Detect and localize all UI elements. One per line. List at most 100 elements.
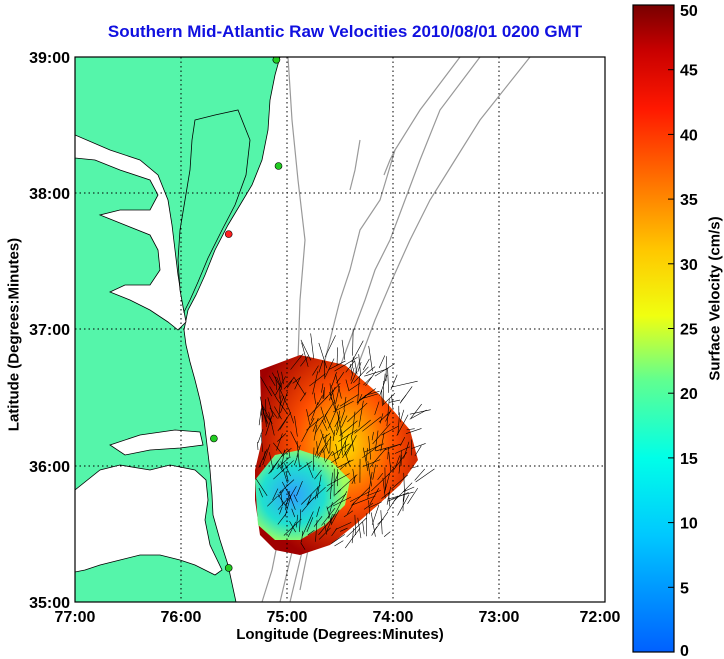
velocity-vector [316, 506, 320, 517]
velocity-vector [366, 513, 368, 537]
velocity-vector [415, 468, 435, 483]
velocity-vector [350, 371, 357, 385]
velocity-vector [387, 491, 414, 500]
radar-station-marker [210, 434, 218, 443]
velocity-vector [329, 391, 337, 413]
velocity-vector [372, 423, 391, 445]
velocity-vector [388, 492, 391, 507]
velocity-vector [296, 440, 300, 468]
velocity-vector [323, 387, 325, 399]
velocity-vector [284, 463, 291, 477]
colorbar-label: Surface Velocity (cm/s) [706, 216, 724, 381]
velocity-vector [371, 504, 380, 526]
velocity-vector [393, 482, 413, 502]
velocity-vector [268, 375, 276, 386]
velocity-vector [396, 414, 409, 436]
velocity-vector [369, 488, 380, 505]
velocity-vector [352, 411, 356, 436]
radar-station-marker [272, 57, 281, 64]
velocity-vector [365, 371, 377, 386]
velocity-vector [293, 376, 306, 396]
velocity-vector [292, 377, 301, 384]
velocity-vector [395, 455, 400, 467]
velocity-vector [279, 418, 288, 430]
velocity-vector [346, 517, 367, 538]
y-tick-label: 38:00 [29, 186, 70, 203]
velocity-vector [392, 451, 408, 472]
velocity-vector [362, 447, 369, 472]
colorbar-tick-label: 30 [680, 257, 698, 274]
y-tick-label: 36:00 [29, 459, 70, 476]
velocity-vector [269, 452, 274, 471]
y-tick-label: 35:00 [29, 595, 70, 612]
velocity-vector [300, 339, 312, 361]
velocity-vector [296, 481, 303, 496]
velocity-vector [352, 468, 356, 484]
velocity-vector [277, 513, 287, 525]
y-tick-label: 39:00 [29, 50, 70, 67]
velocity-vector [280, 447, 292, 458]
velocity-vector [343, 510, 354, 518]
velocity-vector [324, 358, 335, 378]
velocity-vector [387, 447, 389, 460]
velocity-vector [314, 486, 319, 500]
velocity-vector [288, 409, 294, 424]
velocity-vector [275, 397, 289, 415]
velocity-vector [382, 477, 386, 499]
velocity-vector [335, 522, 352, 530]
velocity-vector [257, 429, 264, 443]
stations [210, 57, 283, 572]
velocity-vector [290, 353, 304, 370]
velocity-vector [344, 441, 347, 451]
velocity-vector [279, 506, 283, 515]
x-tick-labels: 77:00 76:00 75:00 74:00 73:00 72:00 [55, 609, 621, 626]
velocity-vector [357, 393, 363, 405]
velocity-vector [306, 409, 311, 425]
velocity-vector [322, 443, 329, 453]
velocity-vector [261, 403, 272, 423]
velocity-vector [357, 517, 362, 539]
velocity-vector [406, 428, 415, 431]
x-tick-label: 75:00 [267, 609, 308, 626]
velocity-vector [301, 484, 321, 505]
velocity-vector [344, 450, 350, 466]
velocity-vector [388, 452, 392, 473]
x-tick-label: 73:00 [479, 609, 520, 626]
velocity-vector [280, 391, 288, 414]
velocity-vector [312, 371, 319, 395]
velocity-vector [363, 502, 374, 510]
velocity-vector [354, 419, 371, 434]
map-title: Southern Mid-Atlantic Raw Velocities 201… [107, 22, 583, 41]
colorbar-tick-label: 20 [680, 386, 698, 403]
velocity-vector [262, 444, 271, 466]
velocity-vector [273, 460, 294, 480]
colorbar-tick-label: 40 [680, 127, 698, 144]
velocity-vector [362, 358, 370, 371]
velocity-vector [277, 463, 284, 472]
velocity-vector [334, 489, 342, 496]
velocity-vector [255, 478, 268, 497]
velocity-vector [390, 380, 418, 388]
velocity-vector [358, 354, 361, 376]
velocity-vector [347, 402, 368, 423]
velocity-vector [391, 474, 409, 490]
x-tick-label: 76:00 [161, 609, 202, 626]
velocity-vector [366, 490, 381, 497]
velocity-vector [326, 493, 347, 510]
velocity-vector [403, 472, 405, 491]
velocity-vector [383, 531, 391, 537]
velocity-vector [314, 469, 322, 480]
velocity-vector [374, 401, 380, 415]
velocity-vector [369, 501, 382, 508]
velocity-vector [291, 508, 296, 518]
velocity-vector [316, 441, 319, 455]
velocity-vector [361, 393, 379, 399]
velocity-vector [335, 444, 339, 456]
velocity-vector [411, 443, 426, 449]
velocity-vector [409, 409, 431, 415]
colorbar-tick-label: 5 [680, 580, 689, 597]
velocity-vector [378, 355, 386, 369]
velocity-vector [387, 495, 398, 512]
velocity-vector [313, 424, 318, 441]
velocity-vector [351, 356, 354, 369]
